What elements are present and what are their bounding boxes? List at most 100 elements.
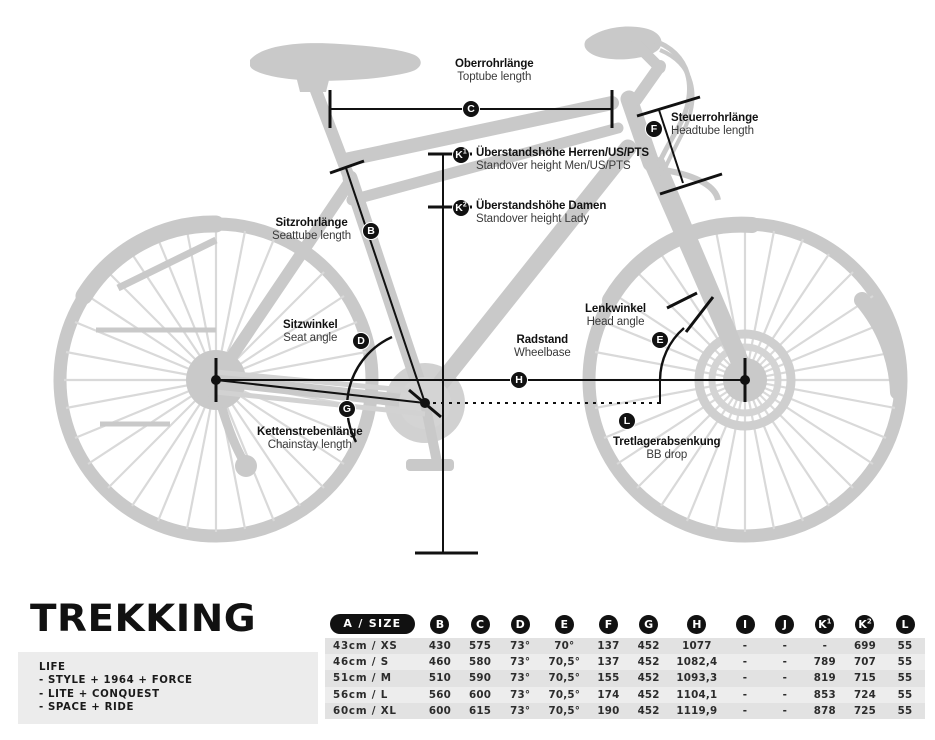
header-h: H bbox=[668, 608, 726, 638]
badge-l: L bbox=[618, 412, 636, 430]
model-list-panel: LIFE - STYLE + 1964 + FORCE - LITE + CON… bbox=[18, 652, 318, 724]
handlebar bbox=[584, 26, 721, 201]
brand-title: TREKKING bbox=[30, 597, 257, 640]
badge-l: L bbox=[895, 614, 915, 634]
cell-f: 137 bbox=[588, 638, 629, 655]
chainstay-measure-line bbox=[215, 379, 426, 404]
cell-g: 452 bbox=[628, 654, 669, 671]
bike-geometry-diagram: C B F K1 K2 D E H G L Oberrohrlänge Topt… bbox=[53, 26, 908, 555]
cell-l: 55 bbox=[885, 654, 925, 671]
cell-i: - bbox=[725, 654, 765, 671]
badge-g: G bbox=[639, 614, 659, 634]
cell-h: 1093,3 bbox=[668, 670, 726, 687]
bike-silhouette bbox=[53, 26, 908, 543]
cell-i: - bbox=[725, 638, 765, 655]
table-row: 60cm / XL 600 615 73° 70,5° 190 452 1119… bbox=[325, 702, 925, 719]
cell-c: 600 bbox=[460, 686, 501, 703]
header-j: J bbox=[764, 608, 805, 638]
badge-c: C bbox=[462, 100, 480, 118]
seattube-measure-line bbox=[345, 167, 426, 404]
badge-b: B bbox=[430, 614, 450, 634]
cell-j: - bbox=[764, 670, 805, 687]
badge-k2: K2 bbox=[452, 199, 470, 217]
cell-c: 580 bbox=[460, 654, 501, 671]
cell-k2: 707 bbox=[844, 654, 886, 671]
cell-c: 575 bbox=[460, 638, 501, 655]
header-e: E bbox=[540, 608, 589, 638]
cell-d: 73° bbox=[500, 670, 541, 687]
bottom-section: TREKKING LIFE - STYLE + 1964 + FORCE - L… bbox=[0, 586, 935, 740]
cell-j: - bbox=[764, 638, 805, 655]
cell-b: 510 bbox=[419, 670, 461, 687]
cell-g: 452 bbox=[628, 670, 669, 687]
cell-g: 452 bbox=[628, 686, 669, 703]
cell-l: 55 bbox=[885, 702, 925, 719]
cell-j: - bbox=[764, 654, 805, 671]
cell-k2: 715 bbox=[844, 670, 886, 687]
cell-size: 43cm / XS bbox=[325, 638, 420, 655]
header-i: I bbox=[725, 608, 765, 638]
label-chainstay: Kettenstrebenlänge Chainstay length bbox=[257, 426, 363, 451]
geometry-table-body: 43cm / XS 430 575 73° 70° 137 452 1077 -… bbox=[325, 638, 925, 719]
badge-c: C bbox=[470, 614, 490, 634]
cell-d: 73° bbox=[500, 638, 541, 655]
badge-k1: K1 bbox=[452, 146, 470, 164]
cell-b: 600 bbox=[419, 702, 461, 719]
header-c: C bbox=[460, 608, 501, 638]
badge-f: F bbox=[645, 120, 663, 138]
cell-e: 70,5° bbox=[540, 686, 589, 703]
cell-k1: - bbox=[804, 638, 845, 655]
cell-b: 430 bbox=[419, 638, 461, 655]
cell-d: 73° bbox=[500, 654, 541, 671]
badge-k2: K2 bbox=[855, 614, 875, 634]
badge-b: B bbox=[362, 222, 380, 240]
cell-b: 560 bbox=[419, 686, 461, 703]
bike-diagram-svg bbox=[53, 26, 908, 555]
label-bbdrop: Tretlagerabsenkung BB drop bbox=[613, 436, 721, 461]
saddle bbox=[250, 43, 421, 186]
badge-e: E bbox=[651, 331, 669, 349]
badge-d: D bbox=[510, 614, 530, 634]
header-f: F bbox=[588, 608, 629, 638]
frame-tubes bbox=[209, 90, 757, 412]
cell-k1: 878 bbox=[804, 702, 845, 719]
header-b: B bbox=[419, 608, 461, 638]
header-g: G bbox=[628, 608, 669, 638]
measurement-lines bbox=[211, 90, 750, 555]
header-size: A / SIZE bbox=[325, 608, 420, 638]
cell-i: - bbox=[725, 670, 765, 687]
badge-h: H bbox=[510, 371, 528, 389]
cell-k2: 699 bbox=[844, 638, 886, 655]
rear-rack bbox=[96, 236, 218, 427]
cell-f: 137 bbox=[588, 654, 629, 671]
table-row: 43cm / XS 430 575 73° 70° 137 452 1077 -… bbox=[325, 638, 925, 655]
cell-f: 190 bbox=[588, 702, 629, 719]
label-headtube: Steuerrohrlänge Headtube length bbox=[671, 112, 759, 137]
cell-k1: 819 bbox=[804, 670, 845, 687]
cell-i: - bbox=[725, 686, 765, 703]
cell-l: 55 bbox=[885, 686, 925, 703]
model-line: - SPACE + RIDE bbox=[39, 702, 135, 714]
cell-e: 70,5° bbox=[540, 702, 589, 719]
table-row: 56cm / L 560 600 73° 70,5° 174 452 1104,… bbox=[325, 686, 925, 703]
table-row: 51cm / M 510 590 73° 70,5° 155 452 1093,… bbox=[325, 670, 925, 687]
cell-c: 590 bbox=[460, 670, 501, 687]
cell-b: 460 bbox=[419, 654, 461, 671]
model-line: - LITE + CONQUEST bbox=[39, 688, 160, 700]
cell-h: 1119,9 bbox=[668, 702, 726, 719]
badge-j: J bbox=[775, 614, 795, 634]
label-standover-men: Überstandshöhe Herren/US/PTS Standover h… bbox=[476, 147, 649, 172]
badge-h: H bbox=[687, 614, 707, 634]
model-line: - STYLE + 1964 + FORCE bbox=[39, 675, 193, 687]
cell-e: 70,5° bbox=[540, 654, 589, 671]
label-seattube: Sitzrohrlänge Seattube length bbox=[272, 217, 352, 242]
cell-i: - bbox=[725, 702, 765, 719]
cell-size: 46cm / S bbox=[325, 654, 420, 671]
model-line: LIFE bbox=[39, 662, 66, 673]
cell-k2: 724 bbox=[844, 686, 886, 703]
headtube-measure-line bbox=[658, 109, 684, 184]
cell-d: 73° bbox=[500, 702, 541, 719]
cell-size: 51cm / M bbox=[325, 670, 420, 687]
seatangle-arc bbox=[345, 335, 393, 443]
